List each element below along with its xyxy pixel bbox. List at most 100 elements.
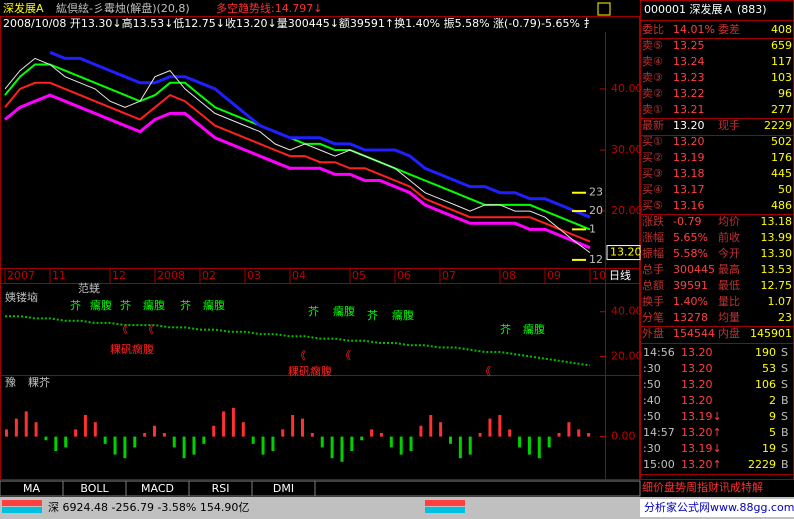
tick-time: :50 bbox=[643, 378, 661, 391]
bar bbox=[468, 436, 472, 455]
tab[interactable]: MA bbox=[23, 482, 40, 495]
current-price: 13.20 bbox=[610, 246, 642, 259]
y-tick-label: 40.00 bbox=[611, 305, 643, 318]
tick-side: S bbox=[781, 362, 788, 375]
quote-label: 买① bbox=[642, 135, 663, 148]
quote-volume: 502 bbox=[771, 135, 792, 148]
bar bbox=[271, 436, 275, 451]
annotation: 《 bbox=[143, 323, 154, 336]
tick-side: B bbox=[781, 426, 789, 439]
index-status: 深 6924.48 -256.79 -3.58% 154.90亿 bbox=[48, 501, 249, 514]
quote-volume: 96 bbox=[778, 87, 792, 100]
x-tick-label: 09 bbox=[547, 269, 561, 282]
annotation: 癟腹 bbox=[333, 304, 355, 318]
tick-price: 13.20↑ bbox=[681, 458, 722, 471]
site-name[interactable]: 分析家公式网www.88gg.com bbox=[644, 500, 794, 514]
tick-volume: 2229 bbox=[748, 458, 776, 471]
bar bbox=[587, 433, 591, 437]
quote-volume: 117 bbox=[771, 55, 792, 68]
tick-side: B bbox=[781, 394, 789, 407]
tick-time: :30 bbox=[643, 362, 661, 375]
quote-value: 13.99 bbox=[761, 231, 793, 244]
bar bbox=[172, 436, 176, 448]
annotation: 癟腹 bbox=[143, 298, 165, 312]
quote-value: 13.30 bbox=[761, 247, 793, 260]
tab[interactable]: BOLL bbox=[80, 482, 109, 495]
current-price-box bbox=[606, 245, 641, 261]
bar bbox=[162, 433, 166, 437]
quote-volume: 103 bbox=[771, 71, 792, 84]
quote-label: 今开 bbox=[718, 246, 740, 260]
bar bbox=[330, 436, 334, 459]
bar bbox=[281, 429, 285, 437]
quote-value: 300445 bbox=[673, 263, 715, 276]
quote-value: 39591 bbox=[673, 279, 708, 292]
bar bbox=[291, 415, 295, 437]
y-tick-label: 0.00 bbox=[611, 430, 636, 443]
tick-volume: 9 bbox=[769, 410, 776, 423]
y-tick-label: 20.00 bbox=[611, 204, 643, 217]
status-block bbox=[2, 500, 42, 506]
x-tick-label: 03 bbox=[247, 269, 261, 282]
bar bbox=[241, 422, 245, 437]
quote-label: 买③ bbox=[642, 167, 663, 180]
bar bbox=[429, 415, 433, 437]
annotation: 芥 bbox=[70, 299, 81, 312]
tick-side: S bbox=[781, 346, 788, 359]
tab-bar bbox=[0, 480, 641, 497]
lock-icon[interactable] bbox=[597, 2, 611, 16]
quote-value: 13.19 bbox=[673, 151, 705, 164]
bar bbox=[182, 436, 186, 459]
bar bbox=[310, 433, 314, 437]
quote-value: 1.07 bbox=[768, 295, 793, 308]
bar bbox=[5, 429, 8, 437]
quote-value: 13.22 bbox=[673, 87, 705, 100]
bar bbox=[488, 418, 492, 437]
quote-value: 13.20 bbox=[673, 135, 705, 148]
tick-time: :30 bbox=[643, 442, 661, 455]
bar-info: 2008/10/08 开13.30↓高13.53↓低12.75↓收13.20↓量… bbox=[3, 16, 594, 30]
quote-label: 总手 bbox=[642, 262, 664, 276]
quote-value: 13.23 bbox=[673, 71, 705, 84]
tab[interactable]: RSI bbox=[212, 482, 230, 495]
tick-price: 13.20 bbox=[681, 394, 713, 407]
quote-value: 13.18 bbox=[673, 167, 705, 180]
bar bbox=[143, 433, 147, 437]
tick-price: 13.20 bbox=[681, 362, 713, 375]
quote-label: 均量 bbox=[718, 311, 740, 324]
bar bbox=[123, 436, 127, 459]
bar bbox=[557, 433, 561, 437]
period-label[interactable]: 日线 bbox=[609, 268, 631, 282]
tab[interactable]: MACD bbox=[141, 482, 174, 495]
quote-volume: 659 bbox=[771, 39, 792, 52]
annotation: 粿矾瘸腹 bbox=[288, 364, 332, 378]
tick-side: S bbox=[781, 410, 788, 423]
annotation: 癟腹 bbox=[203, 298, 225, 312]
quote-label: 卖① bbox=[642, 103, 663, 116]
x-tick-label: 07 bbox=[442, 269, 456, 282]
panel-subtitle: 范蜣 bbox=[78, 281, 100, 295]
bar bbox=[44, 436, 48, 441]
x-tick-label: 06 bbox=[397, 269, 411, 282]
stock-name: 深发展A bbox=[3, 1, 44, 15]
tick-side: S bbox=[781, 442, 788, 455]
bar bbox=[399, 436, 403, 455]
tick-price: 13.19↓ bbox=[681, 442, 722, 455]
quote-label: 买⑤ bbox=[642, 199, 663, 212]
bar bbox=[64, 436, 68, 448]
quote-label: 买④ bbox=[642, 183, 663, 196]
bar bbox=[419, 425, 423, 437]
quote-footer[interactable]: 细价盘势周指财讯成特解 bbox=[642, 480, 763, 494]
bar bbox=[409, 436, 413, 451]
bar bbox=[261, 436, 265, 455]
price-marker-label: 20 bbox=[589, 204, 603, 217]
quote-label: 最新 bbox=[642, 118, 664, 132]
tab[interactable]: DMI bbox=[273, 482, 294, 495]
tick-volume: 5 bbox=[769, 426, 776, 439]
x-tick-label: 05 bbox=[352, 269, 366, 282]
quote-value: 13.25 bbox=[673, 39, 705, 52]
quote-value: 13278 bbox=[673, 311, 708, 324]
price-marker-label: 23 bbox=[589, 186, 603, 199]
quote-label: 前收 bbox=[718, 230, 740, 244]
quote-label: 卖② bbox=[642, 87, 663, 100]
